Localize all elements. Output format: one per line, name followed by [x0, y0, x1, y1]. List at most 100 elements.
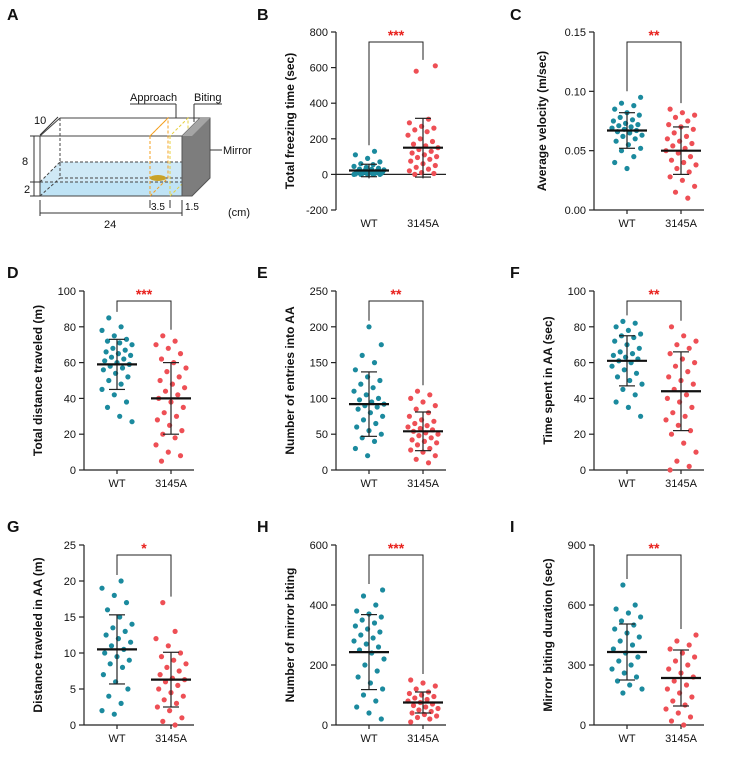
y-tick-label: 80	[574, 322, 586, 334]
panel-h-chart: H 0 200 400 600 Number of mirror biting WT 3145…	[257, 519, 446, 745]
data-point	[128, 352, 134, 358]
data-point	[668, 718, 675, 724]
data-point	[663, 706, 669, 712]
data-point	[672, 363, 679, 369]
x-tick-label: WT	[360, 478, 377, 490]
data-point	[672, 189, 679, 195]
data-point	[408, 719, 414, 725]
data-point	[627, 682, 633, 688]
data-point	[129, 419, 135, 425]
data-point	[410, 141, 417, 147]
data-point	[110, 625, 116, 631]
data-point	[412, 171, 418, 177]
data-point	[406, 690, 412, 697]
data-point	[414, 714, 421, 721]
data-point	[380, 686, 386, 692]
data-point	[681, 159, 687, 166]
data-point	[106, 315, 112, 321]
panel-letter: D	[7, 265, 19, 282]
data-point	[352, 445, 358, 452]
data-point	[683, 133, 690, 139]
y-tick-label: 600	[568, 600, 586, 612]
data-point	[375, 644, 382, 650]
x-tick-label: 3145A	[665, 733, 697, 745]
data-point	[106, 377, 112, 384]
data-point	[692, 360, 698, 366]
y-axis-label: Time spent in AA (sec)	[541, 316, 555, 444]
data-point	[631, 154, 637, 160]
y-tick-label: 100	[310, 393, 328, 405]
data-point	[609, 666, 615, 672]
data-point	[358, 632, 364, 638]
data-point	[179, 715, 185, 721]
data-point	[639, 686, 645, 692]
data-point	[378, 431, 384, 437]
data-point	[153, 442, 159, 448]
x-tick-label: 3145A	[155, 478, 187, 490]
panel-letter: F	[510, 265, 520, 282]
data-point	[125, 374, 131, 380]
mirror-top	[182, 118, 210, 136]
data-point	[620, 690, 626, 696]
data-point	[686, 463, 692, 469]
y-tick-label: 200	[310, 660, 328, 672]
data-point	[666, 122, 672, 128]
data-point	[359, 617, 365, 623]
data-point	[432, 403, 438, 409]
data-point	[632, 136, 638, 142]
data-point	[129, 621, 135, 627]
data-point	[414, 154, 421, 161]
data-point	[620, 318, 626, 324]
data-point	[632, 602, 638, 608]
data-point	[154, 417, 160, 423]
data-point	[157, 377, 163, 384]
significance-bracket	[116, 554, 172, 597]
data-point	[664, 136, 671, 142]
panel-e-chart: E 0 50 100 150 200 250 Number of entries into A…	[257, 265, 446, 490]
data-point	[638, 331, 644, 337]
data-point	[100, 672, 106, 678]
data-point	[685, 369, 691, 375]
data-point	[687, 714, 694, 720]
data-point	[363, 641, 369, 647]
data-point	[625, 327, 632, 333]
panel-b-chart: B -200 0 200 400 600 800 Total freezing time (s…	[257, 7, 446, 230]
data-point	[371, 438, 378, 444]
data-point	[119, 365, 126, 371]
data-point	[617, 349, 623, 355]
data-point	[363, 392, 369, 398]
data-point	[406, 413, 412, 419]
data-point	[667, 467, 673, 473]
data-point	[156, 686, 162, 692]
data-point	[625, 610, 632, 616]
y-tick-label: 800	[310, 27, 328, 39]
data-point	[666, 374, 672, 380]
data-point	[693, 162, 699, 168]
panel-letter: E	[257, 265, 268, 282]
y-tick-label: 40	[64, 393, 76, 405]
data-point	[639, 132, 645, 138]
data-point	[675, 422, 681, 428]
data-point	[624, 165, 630, 172]
data-point	[410, 702, 417, 709]
significance-bracket	[626, 300, 682, 321]
data-point	[683, 392, 690, 398]
data-point	[177, 351, 184, 357]
data-point	[681, 440, 687, 446]
data-point	[123, 600, 130, 606]
x-tick-label: WT	[360, 218, 377, 230]
data-point	[420, 399, 426, 405]
data-point	[106, 693, 112, 699]
data-point	[172, 338, 178, 344]
data-point	[374, 404, 380, 410]
data-point	[434, 154, 440, 160]
data-point	[679, 177, 686, 183]
data-point	[425, 116, 432, 122]
data-point	[674, 342, 680, 348]
data-point	[354, 608, 360, 614]
y-tick-label: 20	[64, 429, 76, 441]
y-tick-label: 0	[580, 720, 586, 732]
data-point	[618, 148, 625, 154]
y-tick-label: 400	[310, 98, 328, 110]
